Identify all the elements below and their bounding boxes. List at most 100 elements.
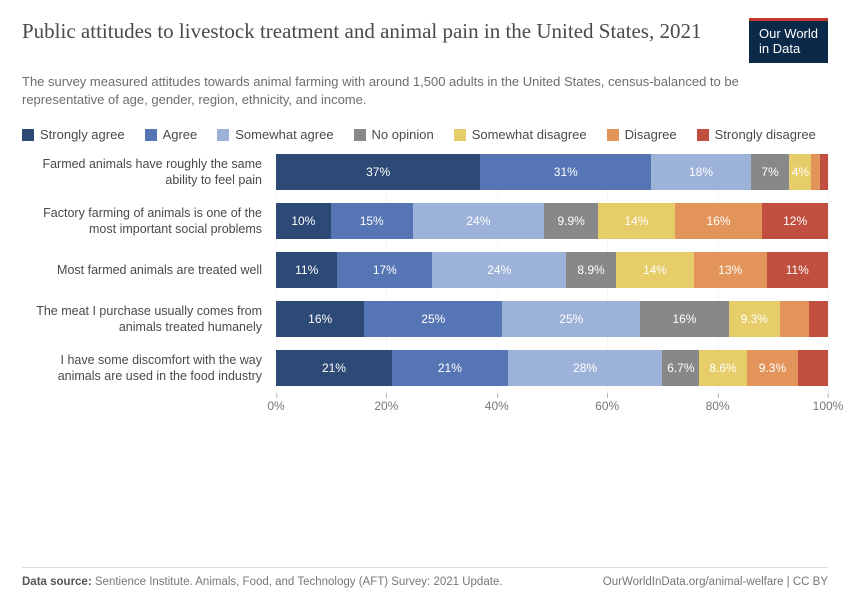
bar-segment: 24% <box>413 203 544 239</box>
bar-segment <box>811 154 819 190</box>
segment-value: 8.6% <box>709 361 736 375</box>
row-label: Farmed animals have roughly the same abi… <box>22 156 276 189</box>
source-text: Sentience Institute. Animals, Food, and … <box>95 576 503 588</box>
legend-swatch <box>145 129 157 141</box>
bar-segment: 7% <box>751 154 790 190</box>
legend-swatch <box>697 129 709 141</box>
legend-swatch <box>22 129 34 141</box>
segment-value: 37% <box>366 165 390 179</box>
x-axis: 0%20%40%60%80%100% <box>276 399 828 421</box>
segment-value: 24% <box>487 263 511 277</box>
row-label: The meat I purchase usually comes from a… <box>22 303 276 336</box>
segment-value: 13% <box>718 263 742 277</box>
legend-label: Agree <box>163 127 198 142</box>
bar-segment: 16% <box>640 301 728 337</box>
bar-segment: 14% <box>598 203 675 239</box>
bar-segment: 15% <box>331 203 413 239</box>
segment-value: 16% <box>308 312 332 326</box>
segment-value: 14% <box>624 214 648 228</box>
bar-segment: 8.6% <box>699 350 746 386</box>
stacked-bar: 16% 25% 25% 16% 9.3% <box>276 301 828 337</box>
legend-label: Somewhat agree <box>235 127 333 142</box>
bar-segment: 18% <box>651 154 750 190</box>
bar-segment: 25% <box>502 301 640 337</box>
segment-value: 17% <box>373 263 397 277</box>
bar-segment: 11% <box>276 252 337 288</box>
row-label: Factory farming of animals is one of the… <box>22 205 276 238</box>
bar-segment: 14% <box>616 252 694 288</box>
segment-value: 11% <box>295 263 318 277</box>
chart-row: Most farmed animals are treated well11%1… <box>22 252 828 288</box>
bar-segment <box>809 301 828 337</box>
axis-tick: 80% <box>706 399 730 413</box>
bar-segment: 9.9% <box>544 203 598 239</box>
segment-value: 18% <box>689 165 713 179</box>
source-label: Data source: <box>22 576 92 588</box>
bar-segment: 16% <box>276 301 364 337</box>
stacked-bar: 37% 31% 18% 7%4% <box>276 154 828 190</box>
chart-row: The meat I purchase usually comes from a… <box>22 301 828 337</box>
stacked-bar-chart: Farmed animals have roughly the same abi… <box>22 154 828 421</box>
axis-tick: 100% <box>813 399 844 413</box>
bar-segment: 10% <box>276 203 331 239</box>
legend-swatch <box>607 129 619 141</box>
bar-segment: 12% <box>762 203 828 239</box>
bar-segment <box>798 350 828 386</box>
logo-line2: in Data <box>759 42 818 57</box>
segment-value: 9.3% <box>741 312 768 326</box>
bar-segment: 21% <box>276 350 392 386</box>
bar-segment: 6.7% <box>662 350 699 386</box>
segment-value: 10% <box>291 214 315 228</box>
legend-item: Strongly agree <box>22 127 125 142</box>
bar-segment: 13% <box>694 252 767 288</box>
bar-segment: 4% <box>789 154 811 190</box>
legend-swatch <box>354 129 366 141</box>
bar-segment: 24% <box>432 252 566 288</box>
chart-row: Factory farming of animals is one of the… <box>22 203 828 239</box>
segment-value: 28% <box>573 361 597 375</box>
bar-segment <box>780 301 809 337</box>
legend-item: Somewhat disagree <box>454 127 587 142</box>
bar-segment: 8.9% <box>566 252 616 288</box>
legend-label: No opinion <box>372 127 434 142</box>
bar-segment: 9.3% <box>729 301 780 337</box>
footer: Data source: Sentience Institute. Animal… <box>22 567 828 588</box>
row-label: I have some discomfort with the way anim… <box>22 352 276 385</box>
stacked-bar: 10%15%24%9.9%14%16%12% <box>276 203 828 239</box>
legend-swatch <box>217 129 229 141</box>
legend: Strongly agree Agree Somewhat agree No opin… <box>22 127 828 142</box>
bar-segment: 25% <box>364 301 502 337</box>
segment-value: 12% <box>783 214 807 228</box>
segment-value: 24% <box>466 214 490 228</box>
legend-label: Somewhat disagree <box>472 127 587 142</box>
page-title: Public attitudes to livestock treatment … <box>22 18 701 44</box>
chart-row: I have some discomfort with the way anim… <box>22 350 828 386</box>
segment-value: 15% <box>360 214 384 228</box>
segment-value: 21% <box>438 361 462 375</box>
segment-value: 25% <box>559 312 583 326</box>
logo-line1: Our World <box>759 27 818 42</box>
legend-label: Disagree <box>625 127 677 142</box>
header: Public attitudes to livestock treatment … <box>22 18 828 63</box>
segment-value: 6.7% <box>667 361 694 375</box>
bar-segment: 28% <box>508 350 663 386</box>
legend-label: Strongly agree <box>40 127 125 142</box>
segment-value: 9.3% <box>759 361 786 375</box>
subtitle: The survey measured attitudes towards an… <box>22 73 782 109</box>
footer-attribution: OurWorldInData.org/animal-welfare | CC B… <box>603 576 828 588</box>
segment-value: 9.9% <box>557 214 584 228</box>
chart-row: Farmed animals have roughly the same abi… <box>22 154 828 190</box>
axis-tick: 40% <box>485 399 509 413</box>
segment-value: 31% <box>554 165 578 179</box>
legend-item: Disagree <box>607 127 677 142</box>
bar-segment: 11% <box>767 252 828 288</box>
bar-segment: 9.3% <box>747 350 798 386</box>
stacked-bar: 11% 17% 24% 8.9% 14% 13% 11% <box>276 252 828 288</box>
segment-value: 21% <box>322 361 346 375</box>
bar-segment: 31% <box>480 154 651 190</box>
legend-item: Somewhat agree <box>217 127 333 142</box>
axis-tick: 0% <box>267 399 284 413</box>
legend-label: Strongly disagree <box>715 127 816 142</box>
segment-value: 8.9% <box>577 263 604 277</box>
legend-item: No opinion <box>354 127 434 142</box>
